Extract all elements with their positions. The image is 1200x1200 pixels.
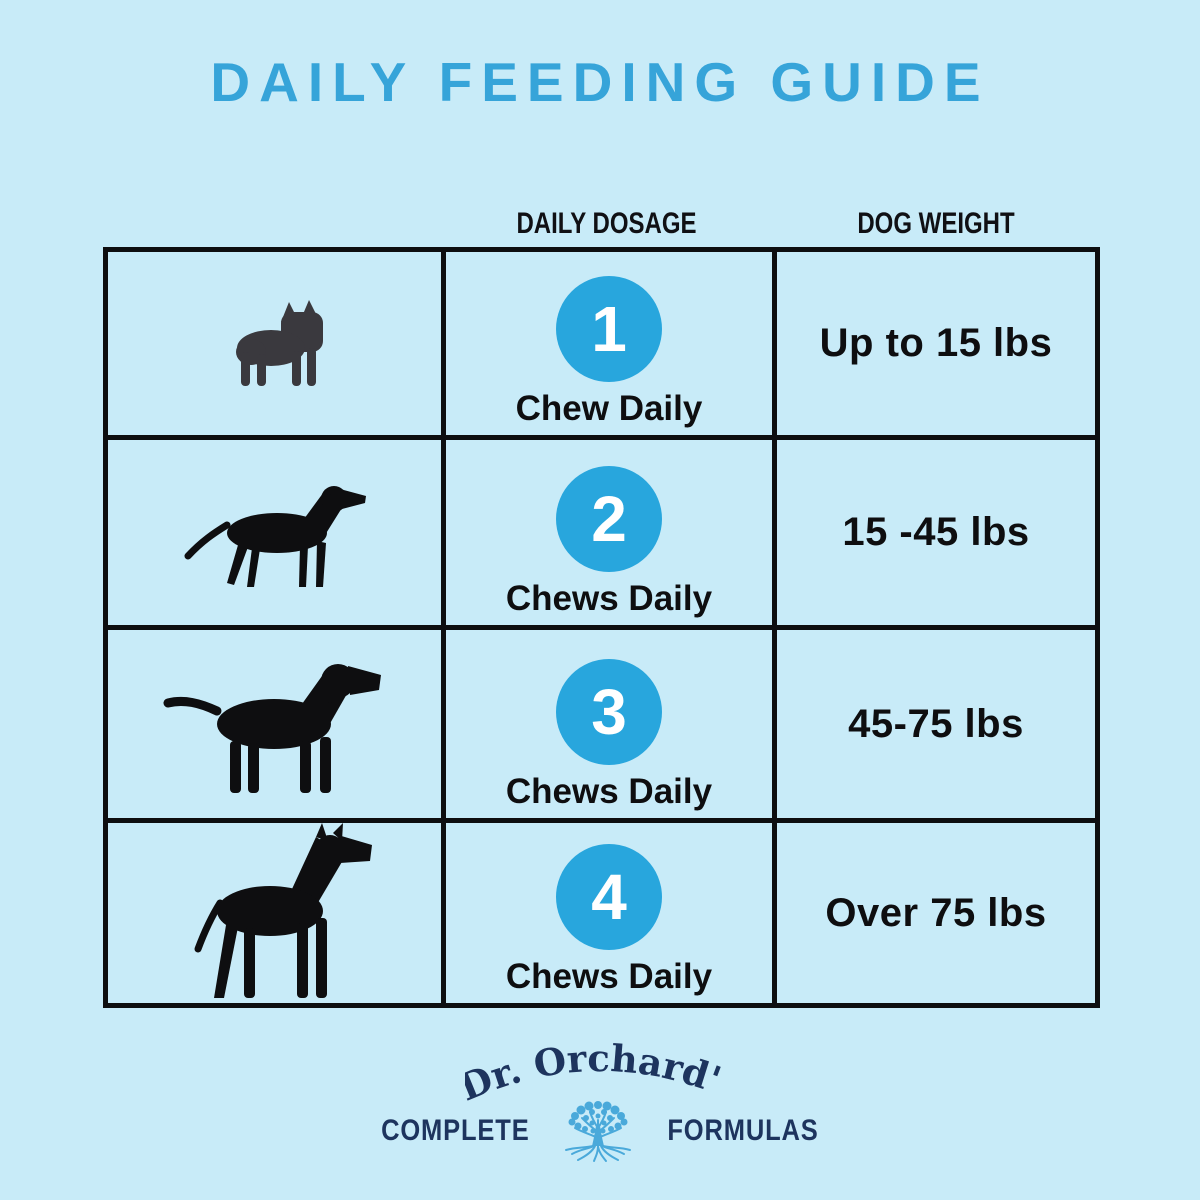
- large-dog-icon: [163, 664, 381, 793]
- dosage-count-badge: 2: [556, 466, 662, 572]
- brand-arched-text: Dr. Orchard's: [465, 1040, 727, 1104]
- dosage-label: Chews Daily: [505, 772, 713, 811]
- dosage-count-badge: 3: [556, 659, 662, 765]
- dosage-label: Chews Daily: [505, 579, 713, 618]
- logo-word-complete: COMPLETE: [380, 1114, 530, 1147]
- dosage-count: 4: [591, 861, 627, 933]
- table-row-4-weight-cell: Over 75 lbs: [777, 823, 1095, 1003]
- dosage-label: Chews Daily: [505, 957, 713, 996]
- logo-word-formulas: FORMULAS: [667, 1114, 819, 1147]
- table-row-1-dog-cell: [108, 252, 446, 440]
- tree-of-life-icon: [565, 1101, 632, 1162]
- brand-subline: COMPLETE: [368, 1098, 833, 1164]
- table-row-2-dosage-cell: 2 Chews Daily: [446, 440, 777, 630]
- great-dane-icon: [194, 823, 372, 998]
- table-row-3-weight-cell: 45-75 lbs: [777, 630, 1095, 823]
- french-bulldog-icon: [235, 299, 323, 386]
- dosage-count: 1: [591, 293, 627, 365]
- dosage-count: 2: [591, 483, 627, 555]
- brand-name: Dr. Orchard's: [465, 1040, 727, 1104]
- table-row-3-dog-cell: [108, 630, 446, 823]
- dosage-count-badge: 1: [556, 276, 662, 382]
- weight-value: 15 -45 lbs: [842, 510, 1030, 554]
- table-row-3-dosage-cell: 3 Chews Daily: [446, 630, 777, 823]
- column-header-dog-weight: DOG WEIGHT: [857, 207, 1015, 240]
- dosage-label: Chew Daily: [515, 389, 703, 428]
- weight-value: Over 75 lbs: [825, 890, 1047, 935]
- table-row-4-dosage-cell: 4 Chews Daily: [446, 823, 777, 1003]
- dosage-count-badge: 4: [556, 844, 662, 950]
- svg-text:Dr. Orchard's: Dr. Orchard's: [465, 1040, 727, 1104]
- page-title: DAILY FEEDING GUIDE: [210, 51, 990, 113]
- weight-value: 45-75 lbs: [848, 701, 1024, 746]
- table-row-1-dosage-cell: 1 Chew Daily: [446, 252, 777, 440]
- medium-dog-icon: [184, 485, 366, 587]
- dosage-count: 3: [591, 676, 627, 748]
- table-row-2-weight-cell: 15 -45 lbs: [777, 440, 1095, 630]
- brand-logo: Dr. Orchard's COMPLETE: [0, 1040, 1200, 1164]
- weight-value: Up to 15 lbs: [819, 321, 1053, 365]
- feeding-guide-table: 1 Chew Daily Up to 15 lbs: [103, 247, 1100, 1008]
- column-header-daily-dosage: DAILY DOSAGE: [516, 207, 697, 240]
- table-row-2-dog-cell: [108, 440, 446, 630]
- table-row-1-weight-cell: Up to 15 lbs: [777, 252, 1095, 440]
- table-row-4-dog-cell: [108, 823, 446, 1003]
